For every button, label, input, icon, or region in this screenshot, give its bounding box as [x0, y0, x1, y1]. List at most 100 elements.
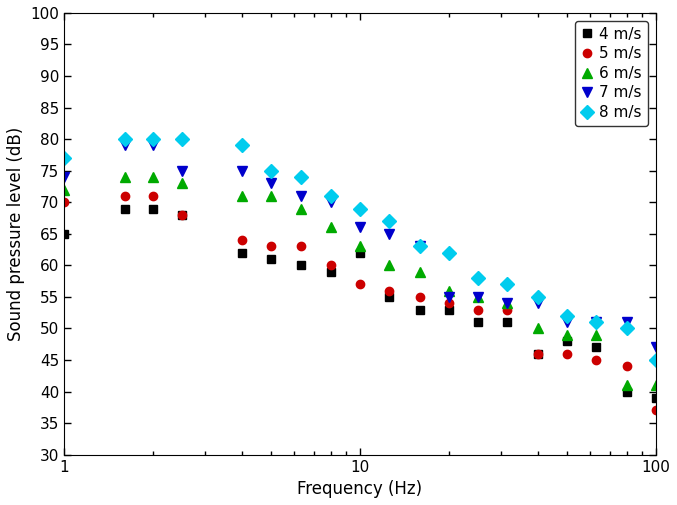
4 m/s — [416, 307, 424, 313]
7 m/s — [327, 199, 335, 205]
5 m/s — [60, 199, 68, 205]
6 m/s — [534, 325, 542, 331]
6 m/s — [416, 269, 424, 275]
8 m/s — [149, 136, 157, 142]
8 m/s — [534, 294, 542, 300]
5 m/s — [651, 408, 659, 414]
4 m/s — [385, 294, 393, 300]
6 m/s — [445, 287, 453, 293]
7 m/s — [238, 168, 246, 174]
X-axis label: Frequency (Hz): Frequency (Hz) — [297, 480, 422, 498]
7 m/s — [651, 344, 659, 350]
8 m/s — [563, 313, 571, 319]
5 m/s — [592, 357, 600, 363]
6 m/s — [238, 193, 246, 199]
5 m/s — [445, 300, 453, 306]
7 m/s — [563, 319, 571, 325]
4 m/s — [503, 319, 511, 325]
5 m/s — [503, 307, 511, 313]
6 m/s — [356, 243, 364, 249]
5 m/s — [385, 287, 393, 293]
7 m/s — [592, 319, 600, 325]
7 m/s — [356, 224, 364, 230]
4 m/s — [327, 269, 335, 275]
4 m/s — [178, 212, 186, 218]
5 m/s — [149, 193, 157, 199]
7 m/s — [623, 319, 631, 325]
6 m/s — [385, 262, 393, 268]
8 m/s — [297, 174, 305, 180]
7 m/s — [503, 300, 511, 306]
8 m/s — [356, 206, 364, 212]
4 m/s — [238, 249, 246, 256]
8 m/s — [60, 155, 68, 161]
6 m/s — [592, 332, 600, 338]
Legend: 4 m/s, 5 m/s, 6 m/s, 7 m/s, 8 m/s: 4 m/s, 5 m/s, 6 m/s, 7 m/s, 8 m/s — [575, 21, 648, 126]
7 m/s — [473, 294, 481, 300]
8 m/s — [267, 168, 275, 174]
5 m/s — [327, 262, 335, 268]
8 m/s — [416, 243, 424, 249]
6 m/s — [121, 174, 129, 180]
Line: 4 m/s: 4 m/s — [60, 205, 660, 402]
Line: 5 m/s: 5 m/s — [60, 192, 660, 415]
Line: 7 m/s: 7 m/s — [60, 140, 661, 352]
5 m/s — [121, 193, 129, 199]
5 m/s — [238, 237, 246, 243]
6 m/s — [297, 206, 305, 212]
6 m/s — [178, 180, 186, 186]
4 m/s — [149, 206, 157, 212]
8 m/s — [651, 357, 659, 363]
Line: 6 m/s: 6 m/s — [60, 172, 661, 390]
5 m/s — [356, 281, 364, 287]
7 m/s — [297, 193, 305, 199]
6 m/s — [503, 300, 511, 306]
8 m/s — [503, 281, 511, 287]
8 m/s — [445, 249, 453, 256]
5 m/s — [473, 307, 481, 313]
6 m/s — [149, 174, 157, 180]
5 m/s — [297, 243, 305, 249]
8 m/s — [178, 136, 186, 142]
5 m/s — [267, 243, 275, 249]
Line: 8 m/s: 8 m/s — [60, 134, 661, 365]
4 m/s — [623, 388, 631, 394]
7 m/s — [121, 142, 129, 148]
7 m/s — [534, 300, 542, 306]
8 m/s — [327, 193, 335, 199]
5 m/s — [623, 363, 631, 369]
4 m/s — [592, 344, 600, 350]
4 m/s — [297, 262, 305, 268]
7 m/s — [416, 243, 424, 249]
8 m/s — [592, 319, 600, 325]
7 m/s — [267, 180, 275, 186]
8 m/s — [385, 218, 393, 224]
8 m/s — [121, 136, 129, 142]
6 m/s — [473, 294, 481, 300]
5 m/s — [416, 294, 424, 300]
4 m/s — [267, 256, 275, 262]
6 m/s — [327, 224, 335, 230]
6 m/s — [651, 382, 659, 388]
5 m/s — [178, 212, 186, 218]
6 m/s — [267, 193, 275, 199]
5 m/s — [534, 350, 542, 357]
4 m/s — [534, 350, 542, 357]
4 m/s — [473, 319, 481, 325]
7 m/s — [445, 294, 453, 300]
4 m/s — [60, 231, 68, 237]
8 m/s — [623, 325, 631, 331]
7 m/s — [385, 231, 393, 237]
7 m/s — [60, 174, 68, 180]
6 m/s — [563, 332, 571, 338]
8 m/s — [473, 275, 481, 281]
7 m/s — [178, 168, 186, 174]
Y-axis label: Sound pressure level (dB): Sound pressure level (dB) — [7, 127, 25, 341]
6 m/s — [623, 382, 631, 388]
4 m/s — [563, 338, 571, 344]
8 m/s — [238, 142, 246, 148]
6 m/s — [60, 186, 68, 192]
4 m/s — [356, 249, 364, 256]
4 m/s — [445, 307, 453, 313]
7 m/s — [149, 142, 157, 148]
